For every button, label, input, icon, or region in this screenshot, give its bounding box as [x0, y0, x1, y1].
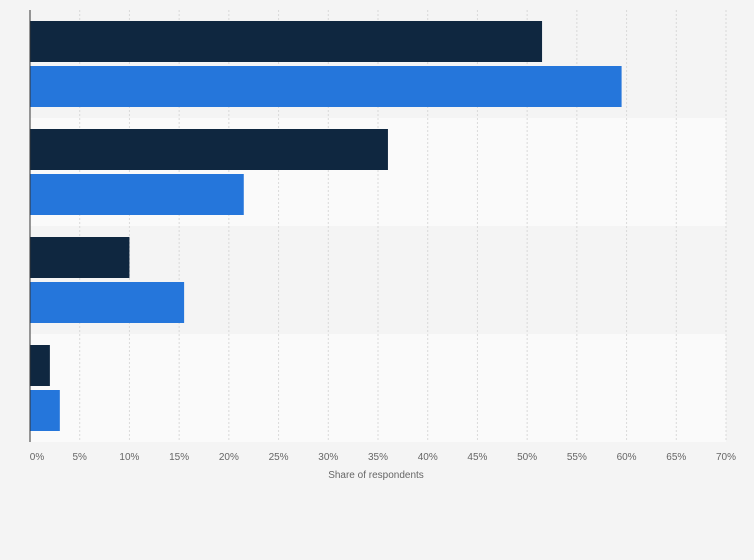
x-tick-label: 40% [418, 452, 438, 463]
x-tick-label: 0% [30, 452, 45, 463]
gridlines [79, 10, 727, 442]
bar [30, 237, 130, 278]
x-tick-label: 5% [72, 452, 87, 463]
x-tick-label: 55% [567, 452, 587, 463]
bar [30, 174, 244, 215]
x-tick-label: 30% [318, 452, 338, 463]
x-tick-label: 15% [169, 452, 189, 463]
x-tick-label: 45% [467, 452, 487, 463]
x-tick-label: 60% [617, 452, 637, 463]
x-tick-label: 65% [666, 452, 686, 463]
bars [30, 21, 622, 431]
x-tick-label: 20% [219, 452, 239, 463]
x-tick-label: 35% [368, 452, 388, 463]
x-tick-label: 10% [119, 452, 139, 463]
bar [30, 282, 185, 323]
x-tick-label: 25% [269, 452, 289, 463]
bar [30, 345, 50, 386]
bar [30, 129, 388, 170]
bar [30, 390, 60, 431]
x-tick-label: 70% [716, 452, 736, 463]
x-tick-label: 50% [517, 452, 537, 463]
x-tick-labels: 0% 5% 10% 15% 20% 25% 30% 35% 40% 45% 50% 55% 60% 65%… [30, 452, 736, 463]
bar [30, 21, 543, 62]
bar [30, 66, 622, 107]
x-axis-title: Share of respondents [328, 470, 424, 481]
